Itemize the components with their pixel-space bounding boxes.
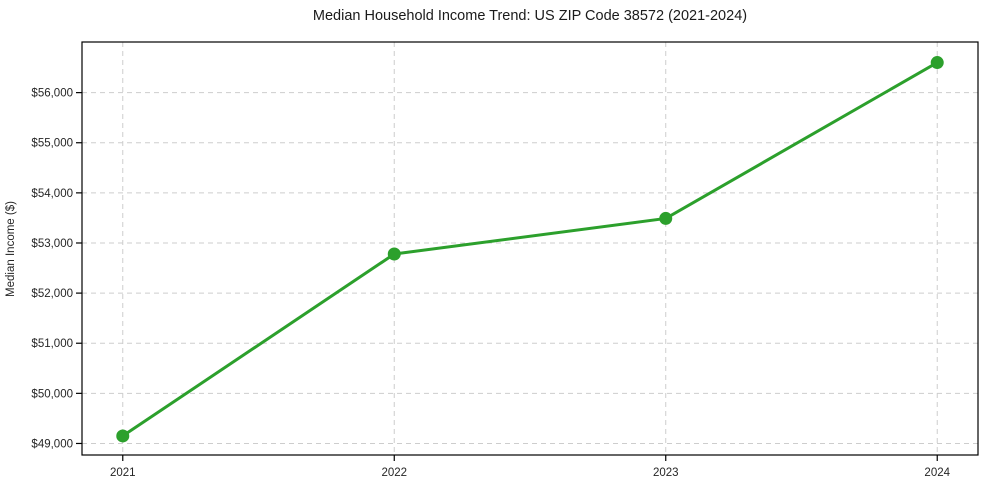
y-tick-label: $54,000 [31, 188, 73, 200]
data-point-marker [116, 429, 130, 443]
data-point-marker [930, 56, 944, 70]
y-tick-label: $51,000 [31, 338, 73, 350]
axes-frame [81, 41, 979, 456]
x-tick-label: 2024 [924, 467, 950, 479]
y-tick-label: $53,000 [31, 238, 73, 250]
x-tick-label: 2023 [653, 467, 679, 479]
data-point-marker [387, 247, 401, 261]
data-point-marker [659, 211, 673, 225]
y-tick-label: $52,000 [31, 288, 73, 300]
x-tick-label: 2022 [381, 467, 407, 479]
income-trend-line [121, 61, 939, 438]
x-tick-label: 2021 [110, 467, 136, 479]
y-tick-label: $55,000 [31, 138, 73, 150]
chart-title: Median Household Income Trend: US ZIP Co… [312, 8, 748, 24]
y-tick-label: $56,000 [31, 88, 73, 100]
y-tick-label: $49,000 [31, 438, 73, 450]
y-tick-label: $50,000 [31, 388, 73, 400]
